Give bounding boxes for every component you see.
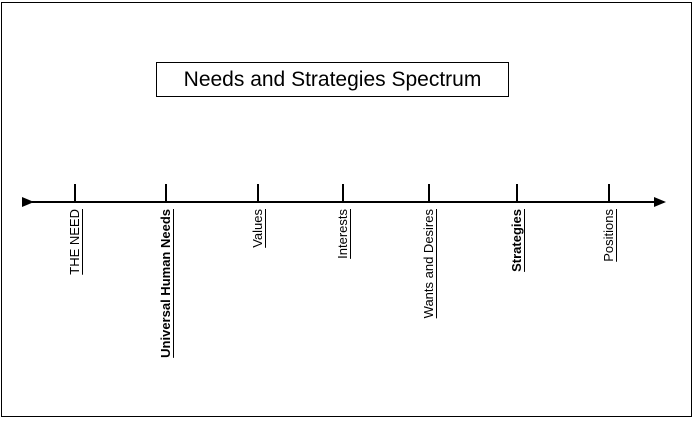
spectrum-label: THE NEED — [67, 209, 82, 275]
diagram-title: Needs and Strategies Spectrum — [156, 62, 509, 97]
spectrum-label: Values — [250, 209, 265, 248]
axis-ticks — [74, 184, 610, 202]
spectrum-label: Strategies — [509, 209, 524, 272]
diagram-frame — [1, 2, 692, 417]
spectrum-label: Universal Human Needs — [158, 209, 173, 358]
spectrum-label: Interests — [335, 209, 350, 259]
spectrum-label: Wants and Desires — [421, 209, 436, 319]
spectrum-label: Positions — [601, 209, 616, 262]
